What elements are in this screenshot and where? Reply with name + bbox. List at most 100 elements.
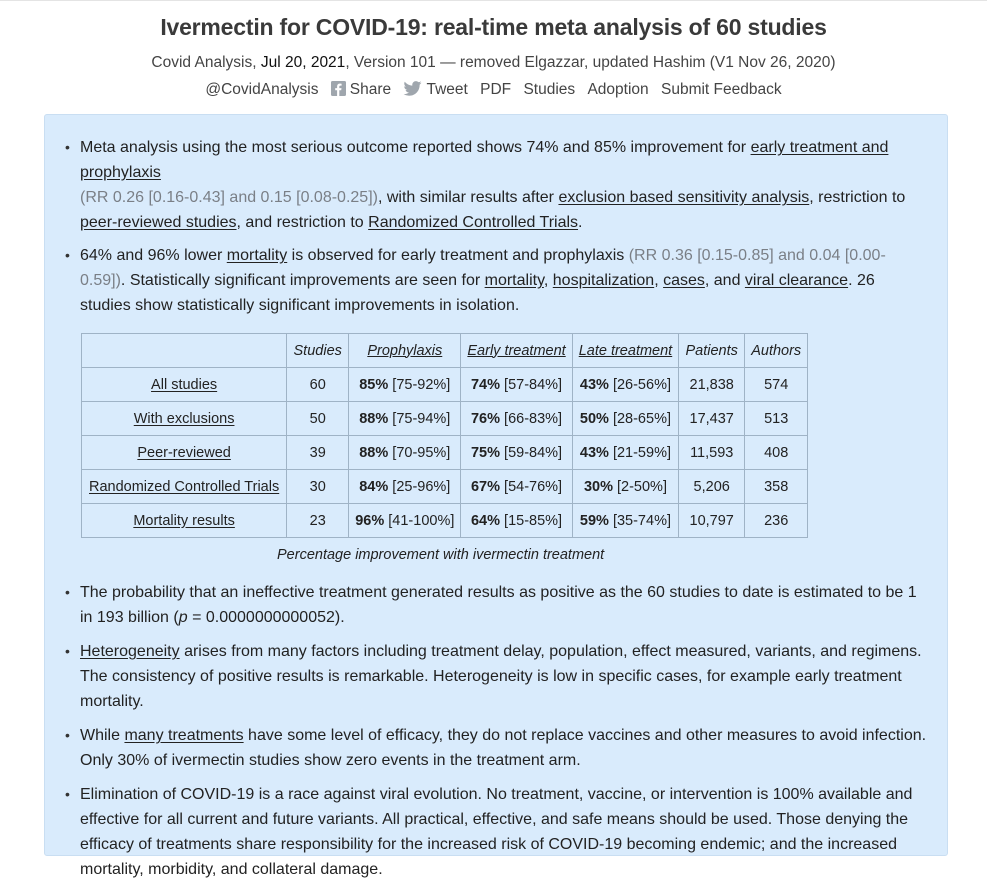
cell-prophylaxis: 88% [70-95%] <box>348 435 462 470</box>
pct: 75% <box>470 444 501 461</box>
text: = 0.0000000000052). <box>187 609 345 626</box>
text: , and restriction to <box>236 214 369 231</box>
pct: 84% <box>359 478 389 495</box>
adoption-link[interactable]: Adoption <box>587 81 649 98</box>
page-title: Ivermectin for COVID-19: real-time meta … <box>160 14 827 40</box>
ci: [57-84%] <box>500 376 563 393</box>
twitter-handle-link[interactable]: @CovidAnalysis <box>205 81 319 98</box>
row-label[interactable]: With exclusions <box>80 401 288 436</box>
pct: 67% <box>470 478 501 495</box>
header-patients: Patients <box>678 333 746 368</box>
table-row: Peer-reviewed 39 88% [70-95%] 75% [59-84… <box>80 435 809 470</box>
share-links: @CovidAnalysis Share Tweet PDF Studies A… <box>0 81 987 101</box>
cell-patients: 10,797 <box>678 503 746 538</box>
cell-late: 43% [26-56%] <box>571 367 680 402</box>
row-label-link[interactable]: With exclusions <box>133 410 235 427</box>
ci: [70-95%] <box>388 444 451 461</box>
submit-feedback-link[interactable]: Submit Feedback <box>660 81 782 98</box>
row-label-link[interactable]: Peer-reviewed <box>137 444 231 461</box>
text: , <box>543 272 553 289</box>
header-blank <box>80 333 288 368</box>
cell-early: 76% [66-83%] <box>460 401 573 436</box>
pct: 74% <box>470 376 501 393</box>
cell-late: 59% [35-74%] <box>571 503 680 538</box>
meta-version: , Version 101 — removed Elgazzar, update… <box>345 54 836 71</box>
header-authors: Authors <box>744 333 809 368</box>
ci: [54-76%] <box>500 478 563 495</box>
row-label-link[interactable]: Randomized Controlled Trials <box>89 478 280 495</box>
ci: [59-84%] <box>500 444 563 461</box>
summary-bullet-2: 64% and 96% lower mortality is observed … <box>45 243 947 318</box>
cell-authors: 574 <box>744 367 809 402</box>
pct: 43% <box>579 444 609 461</box>
meta-date: Jul 20, 2021 <box>260 54 346 71</box>
mortality-link[interactable]: mortality <box>226 247 288 264</box>
twitter-icon <box>403 81 422 101</box>
studies-link[interactable]: Studies <box>523 81 576 98</box>
cell-prophylaxis: 88% [75-94%] <box>348 401 462 436</box>
cell-studies: 23 <box>286 503 350 538</box>
cell-late: 43% [21-59%] <box>571 435 680 470</box>
many-treatments-link[interactable]: many treatments <box>124 727 244 744</box>
text: , <box>654 272 664 289</box>
row-label-link[interactable]: Mortality results <box>133 512 235 529</box>
cell-early: 64% [15-85%] <box>460 503 573 538</box>
cell-authors: 358 <box>744 469 809 504</box>
header-prophylaxis[interactable]: Prophylaxis <box>348 333 462 368</box>
ci: [28-65%] <box>608 410 671 427</box>
ci: [75-94%] <box>388 410 451 427</box>
row-label-link[interactable]: All studies <box>151 376 218 393</box>
cell-patients: 17,437 <box>678 401 746 436</box>
ci: [21-59%] <box>608 444 671 461</box>
cell-late: 50% [28-65%] <box>571 401 680 436</box>
pct: 85% <box>359 376 389 393</box>
row-label[interactable]: All studies <box>80 367 288 402</box>
summary-bullet-4: Heterogeneity arises from many factors i… <box>45 639 947 714</box>
hospitalization-link[interactable]: hospitalization <box>552 272 655 289</box>
share-button[interactable]: Share <box>330 81 392 98</box>
viral-clearance-link[interactable]: viral clearance <box>744 272 849 289</box>
tweet-button[interactable]: Tweet <box>403 81 468 101</box>
summary-panel: Meta analysis using the most serious out… <box>44 114 948 878</box>
text: . 26 studies show statistically signific… <box>80 272 875 314</box>
summary-list-top: Meta analysis using the most serious out… <box>45 135 947 318</box>
row-label[interactable]: Randomized Controlled Trials <box>80 469 288 504</box>
ci: [35-74%] <box>608 512 671 529</box>
text: . Statistically significant improvements… <box>120 272 485 289</box>
heterogeneity-link[interactable]: Heterogeneity <box>80 643 180 660</box>
table-caption: Percentage improvement with ivermectin t… <box>277 547 605 563</box>
text: 64% and 96% lower <box>80 247 227 264</box>
top-divider <box>0 0 987 1</box>
ci: [75-92%] <box>388 376 451 393</box>
table-row: With exclusions 50 88% [75-94%] 76% [66-… <box>80 401 809 436</box>
rct-link[interactable]: Randomized Controlled Trials <box>368 214 579 231</box>
header-late-treatment[interactable]: Late treatment <box>571 333 680 368</box>
row-label[interactable]: Peer-reviewed <box>80 435 288 470</box>
pct: 30% <box>583 478 613 495</box>
early-treatment-prophylaxis-link[interactable]: early treatment and prophylaxis <box>80 139 889 181</box>
summary-bullet-6: Elimination of COVID-19 is a race agains… <box>45 782 947 882</box>
cell-prophylaxis: 85% [75-92%] <box>348 367 462 402</box>
ci: [25-96%] <box>388 478 451 495</box>
text: Elimination of COVID-19 is a race agains… <box>80 786 913 878</box>
cases-link[interactable]: cases <box>663 272 705 289</box>
results-table: Studies Prophylaxis Early treatment Late… <box>80 333 809 538</box>
cell-early: 74% [57-84%] <box>460 367 573 402</box>
text: arises from many factors including treat… <box>80 643 922 710</box>
mortality-link-2[interactable]: mortality <box>484 272 544 289</box>
p-symbol: p <box>178 609 188 626</box>
ci: [26-56%] <box>608 376 671 393</box>
header-early-treatment[interactable]: Early treatment <box>460 333 573 368</box>
cell-studies: 50 <box>286 401 350 436</box>
pdf-link[interactable]: PDF <box>480 81 512 98</box>
row-label[interactable]: Mortality results <box>80 503 288 538</box>
peer-reviewed-link[interactable]: peer-reviewed studies <box>80 214 237 231</box>
text: , restriction to <box>809 189 906 206</box>
sensitivity-analysis-link[interactable]: exclusion based sensitivity analysis <box>558 189 810 206</box>
ci: [15-85%] <box>500 512 563 529</box>
text: The probability that an ineffective trea… <box>80 584 917 626</box>
rr-values: (RR 0.36 [0.15-0.85] and 0.04 [0.00-0.59… <box>80 247 886 289</box>
cell-patients: 21,838 <box>678 367 746 402</box>
cell-studies: 60 <box>286 367 350 402</box>
share-label: Share <box>349 81 392 98</box>
